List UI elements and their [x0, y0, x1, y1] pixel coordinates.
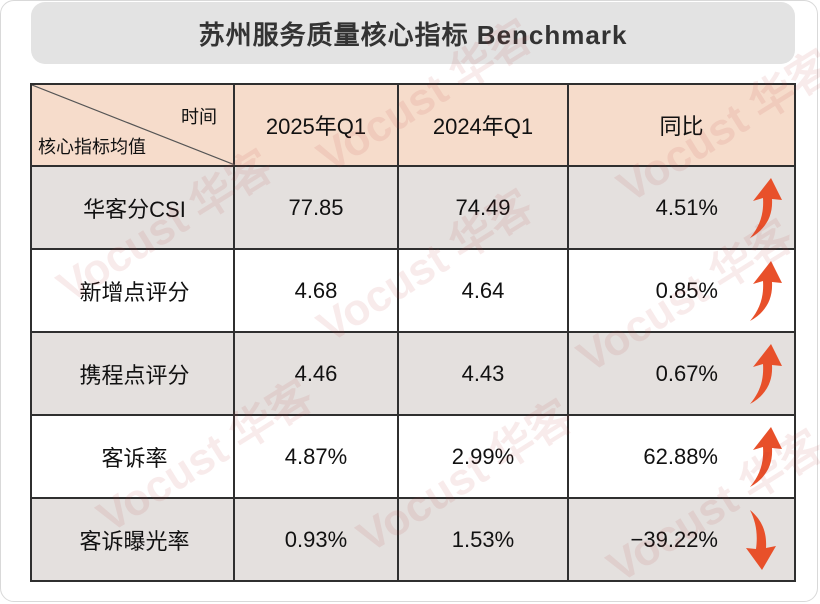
- value-2025q1: 77.85: [233, 165, 399, 250]
- corner-time-label: 时间: [181, 107, 217, 127]
- trend-up-arrow-icon: [750, 177, 782, 238]
- yoy-value: 0.67%: [655, 360, 718, 386]
- value-2025q1: 4.87%: [233, 414, 399, 499]
- yoy-cell: 0.67%: [567, 331, 796, 416]
- corner-metric-label: 核心指标均值: [38, 137, 146, 157]
- value-2025q1: 4.68: [233, 248, 399, 333]
- trend-up-arrow-icon: [750, 260, 782, 321]
- table-row: 华客分CSI 77.85 74.49 4.51%: [30, 165, 796, 250]
- header-row: 时间 核心指标均值 2025年Q1 2024年Q1 同比: [30, 83, 796, 167]
- yoy-cell: 62.88%: [567, 414, 796, 499]
- metric-name: 携程点评分: [30, 331, 235, 416]
- column-header-yoy: 同比: [567, 83, 796, 167]
- title-bar: 苏州服务质量核心指标 Benchmark: [31, 2, 795, 64]
- page-title: 苏州服务质量核心指标 Benchmark: [198, 19, 628, 50]
- metric-name: 客诉率: [30, 414, 235, 499]
- metric-name: 客诉曝光率: [30, 497, 235, 582]
- table-row: 新增点评分 4.68 4.64 0.85%: [30, 248, 796, 333]
- trend-up-arrow-icon: [750, 343, 782, 404]
- diagonal-divider: [32, 85, 235, 165]
- trend-up-arrow-icon: [750, 426, 782, 487]
- corner-header-cell: 时间 核心指标均值: [30, 83, 235, 167]
- table-row: 客诉率 4.87% 2.99% 62.88%: [30, 414, 796, 499]
- table-row: 客诉曝光率 0.93% 1.53% −39.22%: [30, 497, 796, 582]
- column-header-2025q1: 2025年Q1: [233, 83, 399, 167]
- yoy-cell: −39.22%: [567, 497, 796, 582]
- table-row: 携程点评分 4.46 4.43 0.67%: [30, 331, 796, 416]
- metric-name: 新增点评分: [30, 248, 235, 333]
- metric-name: 华客分CSI: [30, 165, 235, 250]
- trend-down-arrow-icon: [746, 509, 776, 570]
- value-2024q1: 4.64: [397, 248, 569, 333]
- yoy-value: 62.88%: [643, 443, 718, 469]
- value-2024q1: 1.53%: [397, 497, 569, 582]
- yoy-cell: 0.85%: [567, 248, 796, 333]
- column-header-2024q1: 2024年Q1: [397, 83, 569, 167]
- yoy-value: −39.22%: [630, 526, 718, 552]
- yoy-cell: 4.51%: [567, 165, 796, 250]
- yoy-value: 4.51%: [655, 194, 718, 220]
- value-2025q1: 0.93%: [233, 497, 399, 582]
- value-2025q1: 4.46: [233, 331, 399, 416]
- value-2024q1: 74.49: [397, 165, 569, 250]
- value-2024q1: 2.99%: [397, 414, 569, 499]
- value-2024q1: 4.43: [397, 331, 569, 416]
- benchmark-table: 时间 核心指标均值 2025年Q1 2024年Q1 同比 华客分CSI 77.8…: [30, 83, 796, 582]
- yoy-value: 0.85%: [655, 277, 718, 303]
